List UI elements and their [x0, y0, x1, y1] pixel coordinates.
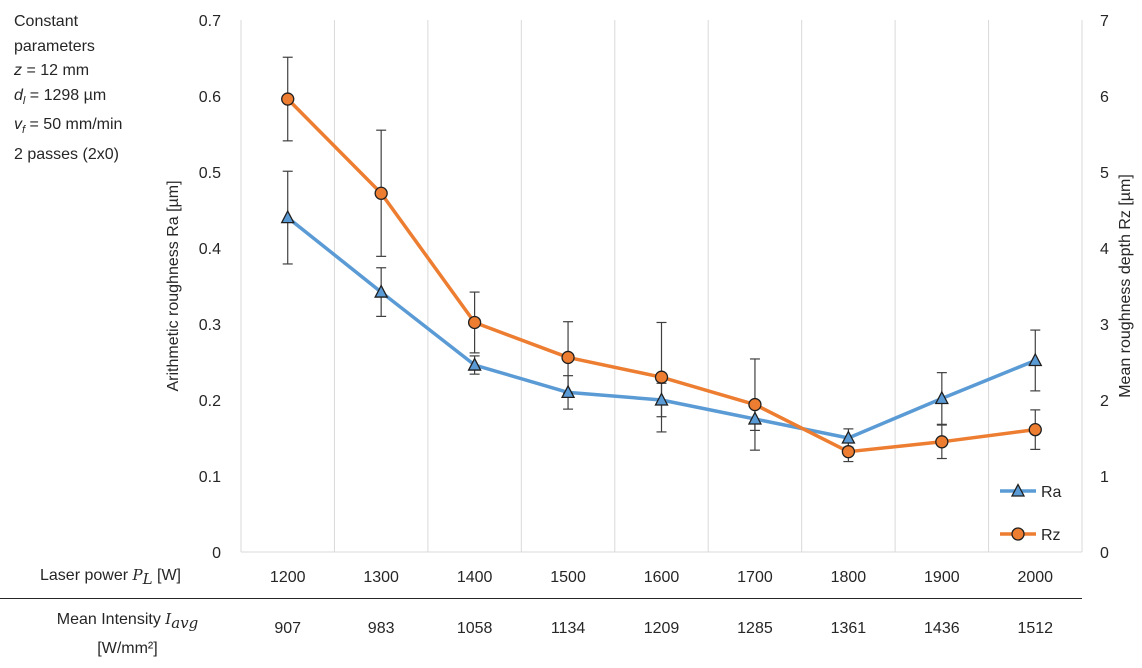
- intensity-symbol: I: [165, 610, 172, 628]
- legend-marker-rz: [1011, 527, 1025, 541]
- intensity-unit: [W/mm²]: [97, 640, 158, 658]
- intensity-value: 907: [274, 620, 302, 637]
- y-tick-label: 0: [212, 545, 221, 562]
- data-point-rz: [841, 445, 856, 459]
- param-variable: v: [14, 116, 22, 134]
- legend-marker-ra: [1010, 483, 1026, 497]
- y2-tick-label: 0: [1100, 545, 1109, 562]
- data-point-ra: [747, 411, 763, 425]
- intensity-value: 1436: [924, 620, 960, 637]
- constant-parameters-box: Constant parameters z = 12 mm dl = 1298 µ…: [14, 10, 124, 167]
- data-point-rz: [467, 315, 482, 330]
- param-subscript: l: [22, 94, 26, 107]
- data-point-rz: [374, 186, 388, 200]
- table-divider: [0, 598, 1082, 599]
- data-point-rz: [935, 435, 949, 449]
- y-tick-label: 0.3: [199, 317, 221, 334]
- intensity-row-label: Mean Intensity Iavg [W/mm²]: [40, 608, 215, 660]
- intensity-value: 1361: [830, 620, 867, 637]
- x-tick-label: 2000: [1017, 569, 1053, 586]
- data-point-rz: [748, 397, 762, 412]
- y-tick-label: 0.1: [199, 469, 221, 486]
- intensity-value: 1285: [737, 620, 773, 637]
- data-point-ra: [374, 284, 389, 298]
- x-tick-label: 1700: [737, 569, 773, 586]
- roughness-chart: 0 0.1 0.2 0.3 0.4 0.5 0.6 0.7 0 1 2 3 4 5 6 7 1200 1300 14…: [165, 13, 1134, 586]
- y2-tick-label: 4: [1100, 241, 1109, 258]
- legend-label-ra: Ra: [1041, 484, 1062, 501]
- param-text: = 12 mm: [22, 62, 90, 79]
- data-point-ra: [280, 209, 295, 224]
- x-tick-label: 1800: [831, 569, 867, 586]
- y2-tick-label: 6: [1100, 89, 1109, 106]
- data-point-ra: [934, 390, 949, 405]
- intensity-value: 983: [367, 620, 395, 637]
- power-symbol-sub: L: [142, 570, 153, 589]
- params-lines: z = 12 mm dl = 1298 µm vf = 50 mm/min 2 pas…: [14, 59, 124, 167]
- x-tick-label: 1500: [550, 569, 586, 586]
- intensity-value: 1209: [643, 620, 680, 637]
- data-point-rz: [1028, 422, 1042, 437]
- laser-power-label: Laser power: [40, 567, 133, 584]
- x-tick-label: 1200: [270, 569, 306, 586]
- x-tick-label: 1900: [924, 569, 960, 586]
- y-tick-label: 0.4: [199, 241, 221, 258]
- x-tick-label: 1300: [363, 569, 399, 586]
- intensity-value: 1058: [456, 620, 493, 637]
- param-variable: z: [14, 62, 22, 79]
- power-symbol: P: [132, 566, 143, 584]
- data-point-ra: [841, 430, 856, 444]
- intensity-label: Mean Intensity: [56, 611, 166, 628]
- data-point-ra: [654, 392, 669, 406]
- data-point-ra: [1028, 352, 1043, 367]
- data-point-ra: [560, 384, 576, 399]
- y-tick-label: 0.6: [199, 89, 221, 106]
- param-text: 2 passes (2x0): [14, 145, 119, 163]
- data-point-ra: [467, 357, 482, 371]
- intensity-symbol-sub: avg: [171, 614, 199, 633]
- x-tick-label: 1400: [457, 569, 493, 586]
- y-tick-label: 0.7: [199, 13, 221, 30]
- param-subscript: f: [22, 124, 26, 137]
- param-line: 2 passes (2x0): [14, 143, 124, 168]
- laser-power-row-label: Laser power PL [W]: [40, 566, 181, 588]
- x-tick-label: 1600: [644, 569, 680, 586]
- y2-tick-label: 5: [1100, 165, 1109, 182]
- intensity-value: 1512: [1017, 620, 1054, 637]
- param-text: = 1298 µm: [25, 86, 107, 104]
- intensity-value: 1134: [550, 620, 586, 637]
- param-variable: d: [14, 86, 23, 104]
- power-unit: [W]: [152, 567, 181, 584]
- data-point-rz: [561, 350, 575, 365]
- y-axis-title: Arithmetic roughness Ra [µm]: [165, 180, 182, 391]
- legend-label-rz: Rz: [1041, 527, 1061, 544]
- param-line: dl = 1298 µm: [14, 84, 124, 114]
- data-point-rz: [281, 92, 295, 106]
- param-line: vf = 50 mm/min: [14, 113, 124, 143]
- y2-tick-label: 3: [1100, 317, 1109, 334]
- y2-axis-title: Mean roughness depth Rz [µm]: [1117, 174, 1134, 398]
- y2-tick-label: 2: [1100, 393, 1109, 410]
- param-line: z = 12 mm: [14, 59, 124, 84]
- y-tick-label: 0.2: [199, 393, 221, 410]
- y2-tick-label: 7: [1100, 13, 1109, 30]
- param-text: = 50 mm/min: [25, 116, 123, 134]
- y-tick-label: 0.5: [199, 165, 221, 182]
- data-point-rz: [654, 370, 669, 384]
- y2-tick-label: 1: [1100, 469, 1109, 486]
- params-title: Constant parameters: [14, 13, 95, 55]
